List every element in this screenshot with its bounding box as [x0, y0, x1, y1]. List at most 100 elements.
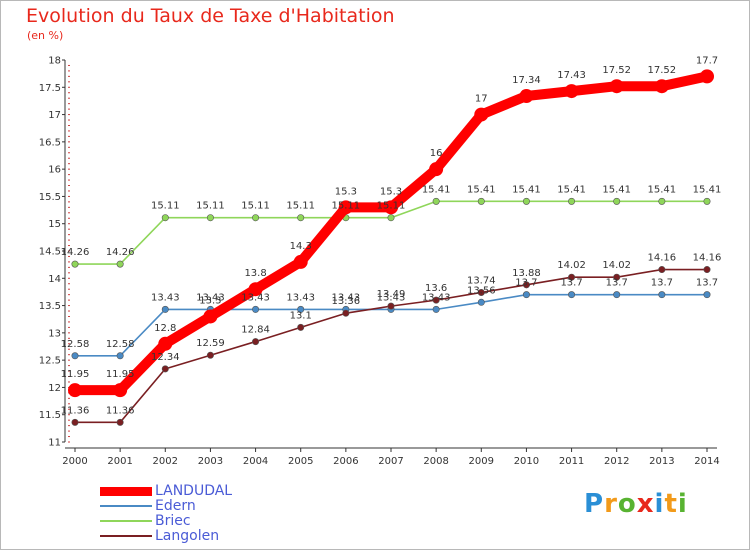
data-label-langolen: 14.02 [602, 260, 631, 271]
data-label-langolen: 12.34 [151, 352, 180, 363]
data-point-landudal [474, 107, 489, 122]
x-tick-label: 2000 [62, 456, 87, 467]
legend-item-briec: Briec [100, 513, 300, 529]
x-tick-label: 2004 [243, 456, 268, 467]
data-label-edern: 12.58 [106, 339, 135, 350]
data-point-landudal [654, 79, 669, 94]
data-point-landudal [293, 254, 308, 269]
data-label-langolen: 12.59 [196, 338, 225, 349]
data-point-landudal [564, 84, 579, 99]
data-label-edern: 12.58 [61, 339, 90, 350]
data-label-langolen: 14.16 [648, 253, 677, 264]
data-point-langolen [252, 338, 260, 346]
series-lines [68, 69, 714, 426]
data-label-langolen: 12.84 [241, 325, 270, 336]
data-point-landudal [429, 162, 444, 177]
data-point-briec [703, 197, 711, 205]
data-point-briec [116, 260, 124, 268]
legend-item-langolen: Langolen [100, 528, 300, 544]
legend-swatch [100, 520, 152, 522]
data-point-edern [116, 352, 124, 360]
data-label-briec: 15.41 [648, 184, 677, 195]
data-point-briec [477, 197, 485, 205]
data-point-landudal [158, 336, 173, 351]
data-point-briec [71, 260, 79, 268]
data-point-landudal [519, 89, 534, 104]
x-tick-label: 2011 [559, 456, 584, 467]
data-point-edern [703, 291, 711, 299]
line-chart: 11 11.5 12 12.5 13 13.5 14 14.5 15 15.5 16 16.5 17 17… [39, 55, 722, 468]
data-label-edern: 13.43 [332, 292, 361, 303]
x-tick-label: 2008 [423, 456, 448, 467]
data-label-briec: 15.41 [467, 184, 496, 195]
legend-label: LANDUDAL [155, 483, 233, 499]
x-tick-label: 2001 [107, 456, 132, 467]
data-point-landudal [68, 383, 82, 398]
data-point-langolen [522, 281, 530, 289]
data-point-briec [206, 214, 214, 222]
data-point-landudal [248, 282, 263, 297]
data-point-briec [252, 214, 260, 222]
data-label-briec: 15.41 [602, 184, 631, 195]
x-tick-label: 2012 [604, 456, 629, 467]
axes: 11 11.5 12 12.5 13 13.5 14 14.5 15 15.5 16 16.5 17 17… [39, 56, 720, 468]
y-tick-label: 13 [48, 328, 61, 339]
data-label-landudal: 13.8 [244, 268, 266, 279]
data-label-edern: 13.43 [286, 292, 315, 303]
data-point-edern [658, 291, 666, 299]
y-tick-label: 15.5 [39, 192, 61, 203]
data-point-edern [252, 305, 260, 313]
data-label-langolen: 13.6 [425, 283, 447, 294]
y-tick-label: 11 [48, 438, 61, 449]
data-label-briec: 15.11 [196, 201, 225, 212]
data-label-edern: 13.7 [651, 278, 673, 289]
data-point-landudal [700, 69, 714, 84]
data-label-briec: 15.41 [693, 184, 722, 195]
x-tick-label: 2003 [198, 456, 223, 467]
data-label-langolen: 13.1 [290, 310, 312, 321]
x-tick-label: 2013 [649, 456, 674, 467]
y-tick-label: 17.5 [39, 83, 61, 94]
data-point-langolen [71, 418, 79, 426]
data-point-landudal [609, 79, 624, 94]
data-label-edern: 13.7 [696, 278, 718, 289]
data-point-langolen [477, 288, 485, 296]
legend-item-landudal: LANDUDAL [100, 483, 300, 499]
data-label-langolen: 13.36 [332, 296, 361, 307]
data-point-langolen [297, 323, 305, 331]
x-tick-label: 2014 [694, 456, 719, 467]
data-label-edern: 13.7 [560, 278, 582, 289]
data-point-langolen [387, 302, 395, 310]
data-label-landudal: 15.3 [335, 186, 357, 197]
data-label-langolen: 13.49 [377, 289, 406, 300]
legend-label: Edern [155, 498, 196, 514]
y-tick-label: 12 [48, 383, 61, 394]
data-label-edern: 13.43 [196, 292, 225, 303]
data-label-landudal: 11.95 [61, 369, 90, 380]
data-label-langolen: 11.36 [61, 405, 90, 416]
data-point-briec [613, 197, 621, 205]
data-point-langolen [116, 418, 124, 426]
data-label-edern: 13.43 [377, 292, 406, 303]
data-point-briec [297, 214, 305, 222]
data-label-edern: 13.7 [606, 278, 628, 289]
y-tick-label: 14.5 [39, 247, 61, 258]
data-point-briec [161, 214, 169, 222]
data-label-langolen: 13.74 [467, 275, 496, 286]
y-tick-label: 15 [48, 219, 61, 230]
y-axis-unit-label: (en %) [27, 29, 64, 42]
data-label-langolen: 11.36 [106, 405, 135, 416]
data-point-briec [658, 197, 666, 205]
data-label-landudal: 17.43 [557, 70, 586, 81]
data-label-landudal: 14.3 [290, 241, 312, 252]
x-tick-label: 2009 [469, 456, 494, 467]
data-point-langolen [568, 273, 576, 281]
data-label-briec: 14.26 [106, 247, 135, 258]
data-label-edern: 13.56 [467, 285, 496, 296]
legend-label: Briec [155, 513, 191, 529]
y-tick-label: 11.5 [39, 410, 61, 421]
data-label-briec: 15.11 [377, 201, 406, 212]
y-tick-label: 12.5 [39, 356, 61, 367]
data-label-edern: 13.43 [151, 292, 180, 303]
data-point-langolen [161, 365, 169, 373]
